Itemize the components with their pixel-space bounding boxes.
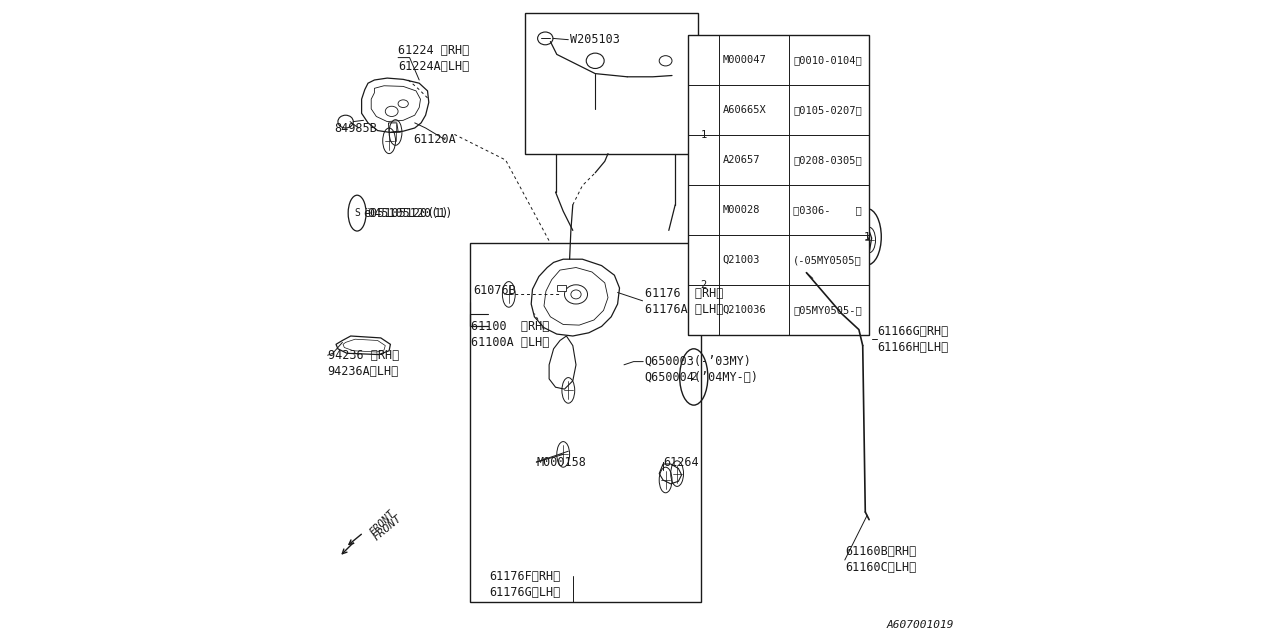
Text: 61100A 〈LH〉: 61100A 〈LH〉 [471, 336, 549, 349]
Text: 〈0208-0305〉: 〈0208-0305〉 [794, 155, 861, 165]
Text: 61176F〈RH〉: 61176F〈RH〉 [490, 570, 561, 582]
Text: 〈05MY0505-〉: 〈05MY0505-〉 [794, 305, 861, 315]
Text: Q210036: Q210036 [722, 305, 767, 315]
Text: 2: 2 [700, 280, 707, 290]
Text: (-05MY0505〉: (-05MY0505〉 [794, 255, 861, 265]
Text: 61176G〈LH〉: 61176G〈LH〉 [490, 586, 561, 598]
Text: 61176A 〈LH〉: 61176A 〈LH〉 [645, 303, 723, 316]
Text: FRONT: FRONT [371, 513, 403, 543]
Text: 61160C〈LH〉: 61160C〈LH〉 [845, 561, 916, 574]
Text: Q21003: Q21003 [722, 255, 760, 265]
Text: 1: 1 [864, 232, 870, 242]
Text: 〈0010-0104〉: 〈0010-0104〉 [794, 55, 861, 65]
Text: A20657: A20657 [722, 155, 760, 165]
Text: 94236 〈RH〉: 94236 〈RH〉 [328, 349, 399, 362]
Text: S: S [355, 208, 360, 218]
Text: Q650004(’04MY-〉): Q650004(’04MY-〉) [645, 371, 759, 384]
Text: 61120A: 61120A [412, 133, 456, 146]
Text: 61224A〈LH〉: 61224A〈LH〉 [398, 60, 470, 73]
Text: 61166G〈RH〉: 61166G〈RH〉 [877, 325, 948, 338]
Text: 〈0306-    〉: 〈0306- 〉 [794, 205, 861, 215]
Text: 61100  〈RH〉: 61100 〈RH〉 [471, 320, 549, 333]
Text: W205103: W205103 [570, 33, 620, 46]
Text: 1: 1 [700, 130, 707, 140]
Text: A607001019: A607001019 [886, 620, 954, 630]
Text: FRONT: FRONT [369, 508, 397, 538]
Bar [689, 35, 869, 335]
Bar [525, 13, 698, 154]
Text: Q650003(-’03MY): Q650003(-’03MY) [645, 355, 751, 367]
Polygon shape [557, 285, 566, 291]
Text: M000158: M000158 [536, 456, 586, 468]
Text: 84985B: 84985B [334, 122, 376, 134]
Bar [471, 243, 701, 602]
Text: 045105120(1): 045105120(1) [367, 207, 453, 220]
Text: 〈0105-0207〉: 〈0105-0207〉 [794, 105, 861, 115]
Text: 94236A〈LH〉: 94236A〈LH〉 [328, 365, 399, 378]
Text: 61264: 61264 [663, 456, 699, 468]
Text: 61076B: 61076B [474, 284, 516, 297]
Text: 61176  〈RH〉: 61176 〈RH〉 [645, 287, 723, 300]
Text: 61224 〈RH〉: 61224 〈RH〉 [398, 44, 470, 57]
Text: 61166H〈LH〉: 61166H〈LH〉 [877, 341, 948, 354]
Text: 61160B〈RH〉: 61160B〈RH〉 [845, 545, 916, 558]
Text: ё05105120(1): ё05105120(1) [364, 207, 449, 220]
Text: 2: 2 [690, 372, 698, 382]
Text: M000047: M000047 [722, 55, 767, 65]
Text: A60665X: A60665X [722, 105, 767, 115]
Text: M00028: M00028 [722, 205, 760, 215]
